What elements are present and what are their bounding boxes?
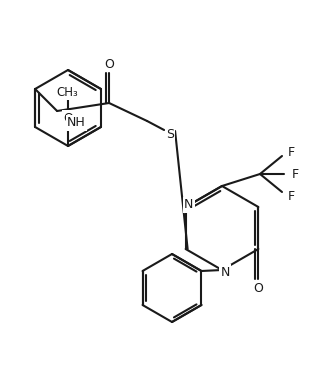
- Text: F: F: [288, 190, 295, 203]
- Text: F: F: [288, 146, 295, 159]
- Text: N: N: [184, 198, 193, 212]
- Text: O: O: [104, 58, 114, 71]
- Text: NH: NH: [67, 117, 86, 129]
- Text: F: F: [291, 168, 298, 181]
- Text: N: N: [220, 266, 230, 279]
- Text: O: O: [253, 283, 263, 296]
- Text: S: S: [166, 127, 174, 141]
- Text: O: O: [63, 112, 73, 125]
- Text: CH₃: CH₃: [56, 86, 78, 98]
